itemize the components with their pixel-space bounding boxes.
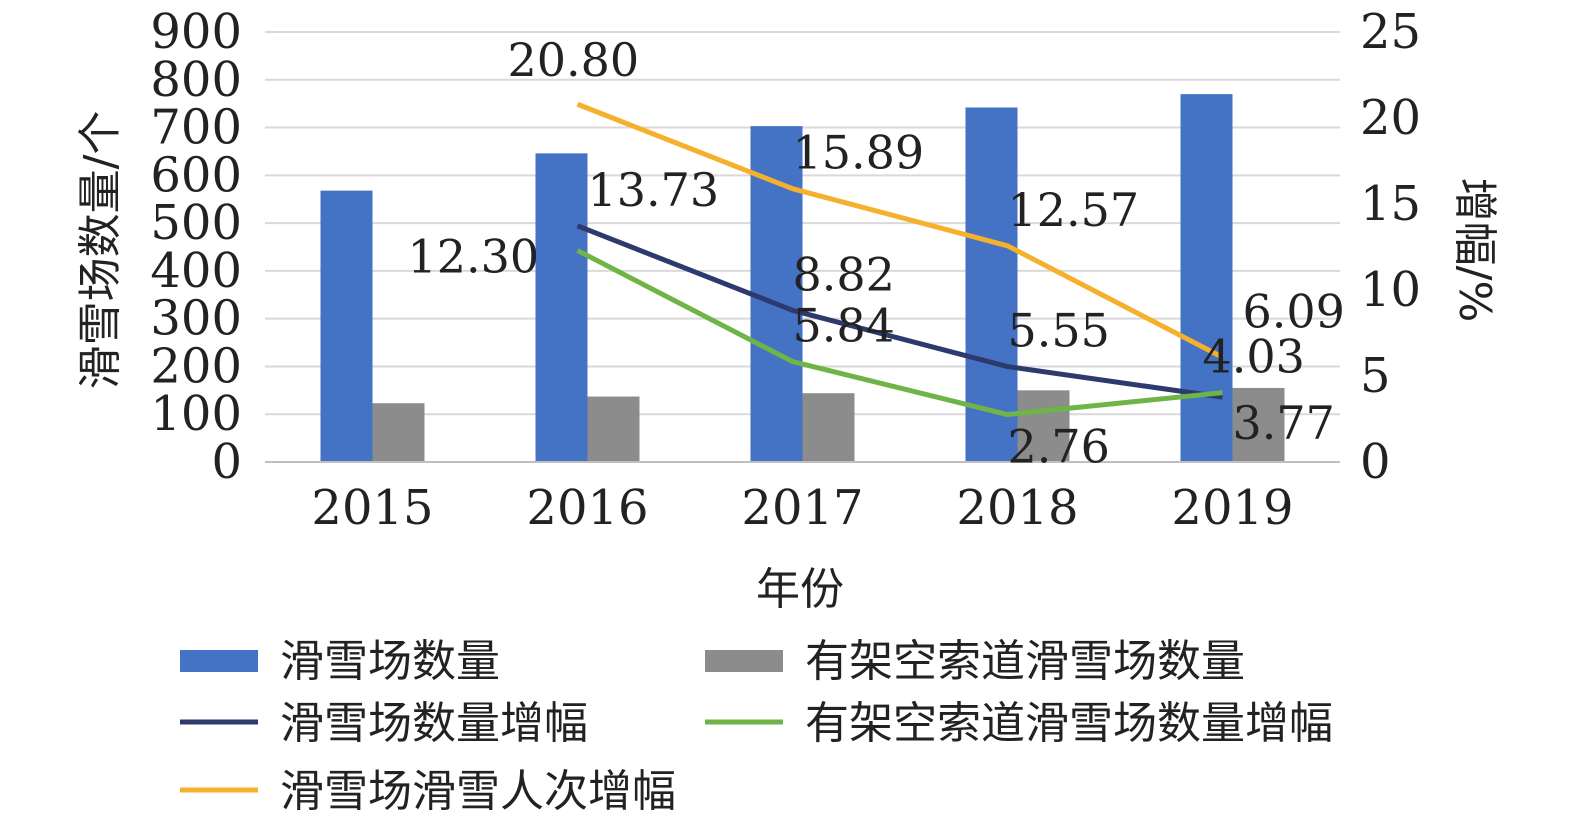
- y-tick-label: 900: [150, 4, 242, 60]
- data-label: 8.82: [793, 247, 895, 301]
- y2-tick-label: 25: [1360, 4, 1421, 60]
- data-label: 3.77: [1233, 396, 1335, 450]
- legend-label: 有架空索道滑雪场数量: [805, 636, 1245, 687]
- legend-swatch: [180, 650, 258, 672]
- bar: [1232, 387, 1285, 462]
- y-tick-label: 100: [150, 386, 242, 442]
- legend-label: 滑雪场滑雪人次增幅: [280, 766, 676, 817]
- bar: [320, 190, 373, 462]
- y-tick-label: 600: [150, 147, 242, 203]
- y-tick-label: 400: [150, 243, 242, 299]
- y2-tick-label: 5: [1360, 348, 1391, 404]
- y-axis-title: 滑雪场数量/个: [75, 111, 126, 390]
- bar: [535, 153, 588, 462]
- y2-axis-title: 增幅/%: [1449, 178, 1500, 323]
- y2-tick-label: 0: [1360, 434, 1391, 490]
- data-label: 5.55: [1008, 304, 1110, 358]
- x-tick-label: 2017: [741, 480, 863, 536]
- y2-tick-label: 20: [1360, 90, 1421, 146]
- y2-tick-label: 15: [1360, 176, 1421, 232]
- series-line: [576, 223, 1223, 400]
- y-tick-label: 200: [150, 338, 242, 394]
- y-tick-label: 0: [211, 434, 242, 490]
- data-label: 2.76: [1008, 420, 1110, 474]
- series-line: [576, 248, 1223, 418]
- data-label: 12.30: [408, 229, 540, 283]
- data-label: 12.57: [1008, 183, 1140, 237]
- bar: [802, 393, 855, 462]
- legend-label: 有架空索道滑雪场数量增幅: [805, 698, 1333, 749]
- bar: [372, 403, 425, 462]
- x-tick-label: 2015: [311, 480, 433, 536]
- x-tick-label: 2016: [526, 480, 648, 536]
- legend-label: 滑雪场数量增幅: [280, 698, 588, 749]
- data-label: 20.80: [508, 33, 640, 87]
- data-label: 13.73: [588, 163, 720, 217]
- legend-swatch: [705, 650, 783, 672]
- x-tick-label: 2018: [956, 480, 1078, 536]
- bar: [1017, 390, 1070, 462]
- bar: [965, 107, 1018, 462]
- y-tick-label: 500: [150, 195, 242, 251]
- bar: [587, 396, 640, 462]
- series-line: [576, 101, 1224, 360]
- x-axis-title: 年份: [756, 564, 844, 615]
- x-tick-label: 2019: [1171, 480, 1293, 536]
- data-label: 4.03: [1203, 330, 1305, 384]
- data-label: 15.89: [793, 126, 925, 180]
- y2-tick-label: 10: [1360, 262, 1421, 318]
- y-tick-label: 300: [150, 291, 242, 347]
- y-tick-label: 700: [150, 100, 242, 156]
- data-label: 6.09: [1243, 284, 1345, 338]
- legend-label: 滑雪场数量: [280, 636, 500, 687]
- y-tick-label: 800: [150, 52, 242, 108]
- bar: [1180, 94, 1233, 462]
- data-label: 5.84: [793, 299, 895, 353]
